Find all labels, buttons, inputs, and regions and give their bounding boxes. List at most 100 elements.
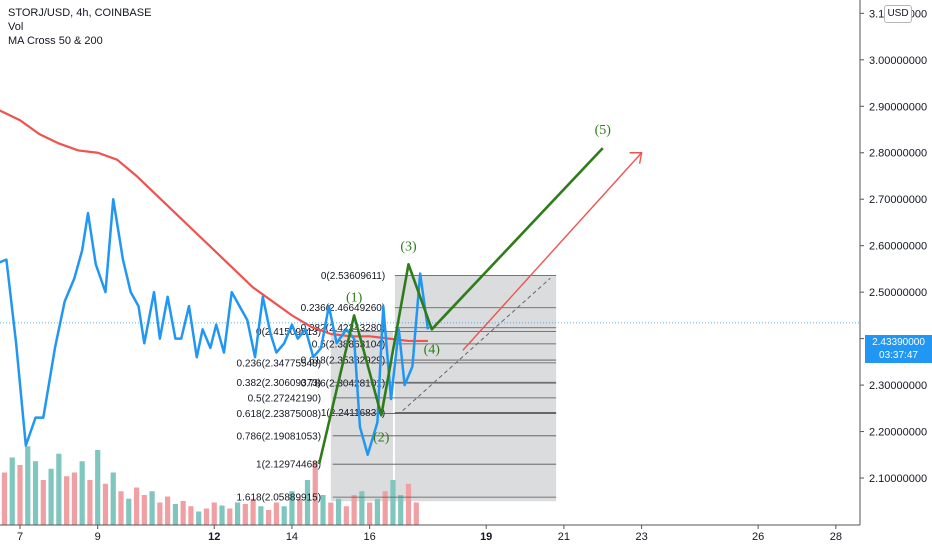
wave-label: (5): [595, 123, 612, 138]
chart-legend: STORJ/USD, 4h, COINBASE Vol MA Cross 50 …: [8, 6, 151, 48]
fib-zone-0: [330, 331, 393, 502]
bar-countdown: 03:37:47: [879, 350, 918, 361]
fib-level-label: 1.618(2.05889915): [237, 493, 322, 504]
volume-bar: [133, 487, 140, 525]
volume-bar: [17, 465, 23, 525]
volume-bar: [118, 491, 124, 525]
volume-bar: [126, 498, 132, 525]
volume-bar: [56, 453, 62, 525]
volume-bar: [48, 468, 54, 525]
y-tick-label: 2.90000000: [869, 101, 927, 113]
x-tick-label: 21: [558, 531, 570, 543]
volume-bar: [390, 480, 396, 525]
wave-label: (3): [400, 239, 417, 254]
volume-bar: [273, 502, 280, 525]
volume-bar: [40, 480, 46, 525]
fib-level-label: 0.236(2.34775548): [237, 358, 322, 369]
volume-bar: [242, 504, 248, 525]
volume-bar: [203, 508, 210, 525]
fib-level-label: 0.382(2.42343280): [301, 323, 386, 334]
x-tick-label: 14: [286, 531, 298, 543]
wave-label: (1): [346, 290, 363, 305]
current-price: 2.43390000: [872, 337, 925, 348]
current-price-tag: 2.43390000 03:37:47: [865, 335, 932, 363]
volume-bar: [219, 505, 225, 525]
volume-bar: [165, 496, 171, 525]
elliott-wave-line: [317, 147, 604, 465]
volume-bar: [281, 506, 287, 525]
volume-bar: [95, 450, 101, 525]
volume-bar: [351, 495, 357, 525]
fib-level-label: 0.786(2.19081053): [237, 431, 322, 442]
volume-bar: [289, 491, 295, 525]
legend-symbol[interactable]: STORJ/USD, 4h, COINBASE: [8, 7, 152, 19]
fib-level-label: 0.5(2.27242190): [248, 393, 321, 404]
volume-bar: [188, 506, 194, 525]
volume-bar: [320, 495, 326, 525]
y-tick-label: 2.10000000: [869, 473, 927, 485]
fib-level-label: 0(2.53609611): [321, 271, 385, 282]
volume-bar: [359, 491, 365, 525]
volume-bar: [87, 480, 93, 525]
y-tick-label: 2.60000000: [869, 241, 927, 253]
volume-bar: [266, 510, 272, 525]
legend-indicator[interactable]: MA Cross 50 & 200: [8, 35, 103, 47]
volume-bar: [367, 502, 373, 525]
target-arrow-head: [629, 152, 643, 164]
volume-bar: [32, 461, 39, 525]
volume-bar: [149, 491, 155, 525]
fib-level-label: 1(2.12974468): [256, 460, 321, 471]
volume-bar: [157, 502, 163, 525]
volume-bar: [1, 472, 8, 525]
volume-bar: [172, 504, 178, 525]
x-tick-label: 26: [752, 531, 764, 543]
x-tick-label: 16: [364, 531, 376, 543]
volume-bar: [297, 498, 303, 525]
volume-bar: [250, 498, 256, 525]
wave-label: (2): [373, 430, 390, 445]
volume-bar: [71, 472, 77, 525]
price-line: [0, 197, 430, 457]
volume-bar: [328, 502, 334, 525]
currency-button[interactable]: USD: [884, 5, 912, 23]
volume-bar: [141, 495, 147, 525]
volume-bar: [398, 495, 404, 525]
volume-bar: [405, 483, 412, 525]
volume-bar: [382, 491, 388, 525]
fib-level-label: 0.236(2.46649260): [301, 303, 386, 314]
x-tick-label: 9: [95, 531, 101, 543]
y-tick-label: 2.50000000: [869, 287, 927, 299]
volume-bar: [258, 506, 264, 525]
volume-bar: [211, 502, 217, 525]
x-tick-label: 28: [830, 531, 842, 543]
fib-zone-1: [394, 275, 557, 502]
volume-bar: [304, 480, 311, 525]
volume-bar: [180, 501, 186, 525]
volume-bar: [9, 457, 15, 525]
y-tick-label: 2.70000000: [869, 194, 927, 206]
x-tick-label: 19: [480, 531, 492, 543]
x-tick-label: 23: [635, 531, 647, 543]
target-arrow-line: [462, 152, 643, 351]
y-tick-label: 2.80000000: [869, 148, 927, 160]
y-tick-label: 2.20000000: [869, 427, 927, 439]
fib-level-label: 0.382(2.30609373): [237, 378, 322, 389]
volume-bar: [374, 498, 381, 525]
projection-dashed-line: [402, 277, 551, 412]
volume-bar: [102, 483, 109, 525]
volume-bar: [227, 508, 233, 525]
volume-bar: [196, 511, 202, 525]
volume-bar: [110, 472, 116, 525]
volume-bar: [79, 461, 85, 525]
legend-volume[interactable]: Vol: [8, 21, 24, 33]
wave-label: (4): [424, 342, 441, 357]
volume-bar: [312, 461, 318, 525]
fib-level-label: 0.786(2.30428101): [301, 379, 386, 390]
volume-bar: [234, 502, 241, 525]
x-tick-label: 7: [17, 531, 23, 543]
volume-bar: [64, 476, 70, 525]
y-tick-label: 3.00000000: [869, 55, 927, 67]
volume-bar: [413, 502, 419, 525]
volume-bar: [343, 506, 349, 525]
